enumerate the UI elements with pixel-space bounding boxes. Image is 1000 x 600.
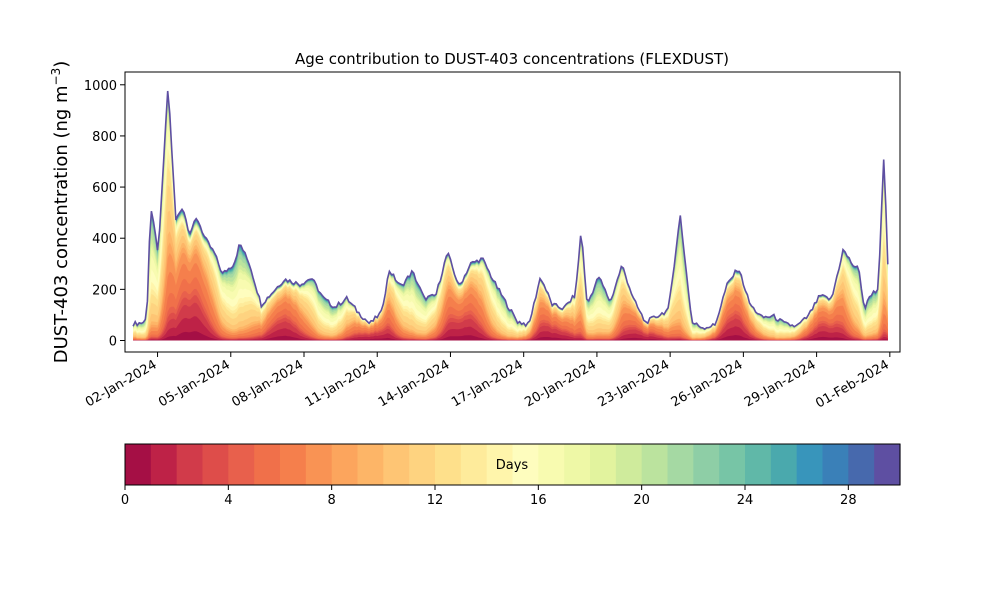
y-axis-label-close: ) [51, 61, 72, 68]
y-tick-label-1000: 1000 [84, 79, 117, 94]
colorbar-bin-3 [202, 444, 229, 485]
colorbar-bin-13 [460, 444, 488, 485]
colorbar-tick-label-4: 4 [224, 493, 232, 508]
y-axis-label: DUST-403 concentration (ng m−3) [49, 61, 72, 364]
colorbar-bin-5 [254, 444, 281, 485]
colorbar-tick-label-12: 12 [427, 493, 444, 508]
y-tick-label-200: 200 [92, 283, 117, 298]
colorbar-bin-22 [693, 444, 720, 485]
total-concentration-line-group [132, 90, 889, 331]
plot-frame [124, 71, 901, 353]
x-tick-label-4: 14-Jan-2024 [376, 357, 453, 410]
stacked-age-areas [133, 91, 888, 341]
y-tick-label-800: 800 [92, 130, 117, 145]
colorbar-tick-label-28: 28 [840, 493, 857, 508]
x-axis-ticks: 02-Jan-202405-Jan-202408-Jan-202411-Jan-… [83, 352, 892, 411]
chart-title: Age contribution to DUST-403 concentrati… [295, 50, 729, 68]
x-tick-label-3: 11-Jan-2024 [303, 357, 380, 410]
x-tick-label-10: 01-Feb-2024 [813, 357, 892, 411]
colorbar-bin-27 [822, 444, 849, 485]
colorbar-bin-4 [228, 444, 255, 485]
y-tick-label-400: 400 [92, 232, 117, 247]
colorbar-tick-label-24: 24 [737, 493, 754, 508]
colorbar-bin-14 [486, 444, 514, 485]
colorbar-bin-20 [641, 444, 669, 485]
x-tick-label-1: 05-Jan-2024 [156, 357, 233, 410]
colorbar-tick-label-20: 20 [633, 493, 650, 508]
colorbar-tick-label-16: 16 [530, 493, 547, 508]
colorbar-tick-label-8: 8 [328, 493, 336, 508]
colorbar-bin-26 [796, 444, 824, 485]
colorbar-bin-29 [874, 444, 901, 485]
colorbar-bin-1 [150, 444, 178, 485]
total-concentration-line [132, 90, 889, 331]
x-tick-label-9: 29-Jan-2024 [742, 357, 819, 410]
colorbar-bin-8 [331, 444, 359, 485]
colorbar-bin-15 [512, 444, 539, 485]
colorbar-bin-16 [538, 444, 565, 485]
colorbar [124, 443, 901, 486]
x-tick-label-6: 20-Jan-2024 [522, 357, 599, 410]
y-axis-label-sup: −3 [49, 68, 63, 86]
y-axis-label-main: DUST-403 concentration (ng m [51, 85, 72, 363]
y-tick-label-0: 0 [109, 334, 117, 349]
y-tick-label-600: 600 [92, 181, 117, 196]
colorbar-label: Days [496, 458, 529, 473]
colorbar-bin-12 [435, 444, 462, 485]
colorbar-bin-21 [667, 444, 694, 485]
colorbar-frame [124, 443, 901, 486]
x-tick-label-8: 26-Jan-2024 [669, 357, 746, 410]
colorbar-bin-0 [125, 444, 152, 485]
colorbar-ticks: 0 4 8 12 16 20 24 28 [121, 485, 857, 508]
colorbar-bin-25 [770, 444, 798, 485]
x-tick-label-7: 23-Jan-2024 [596, 357, 673, 410]
y-axis-ticks: 0 200 400 600 800 1000 [84, 79, 125, 349]
colorbar-bin-19 [615, 444, 643, 485]
colorbar-bin-10 [383, 444, 410, 485]
x-tick-label-2: 08-Jan-2024 [229, 357, 306, 410]
colorbar-bin-11 [409, 444, 436, 485]
colorbar-bin-2 [176, 444, 204, 485]
colorbar-bin-23 [719, 444, 746, 485]
area-layer-day-0 [133, 331, 888, 341]
colorbar-bin-18 [590, 444, 617, 485]
colorbar-bin-28 [848, 444, 875, 485]
colorbar-bin-6 [280, 444, 307, 485]
colorbar-tick-label-0: 0 [121, 493, 129, 508]
colorbar-bin-17 [564, 444, 591, 485]
x-tick-label-5: 17-Jan-2024 [449, 357, 526, 410]
colorbar-bin-7 [305, 444, 333, 485]
colorbar-bin-24 [745, 444, 772, 485]
x-tick-label-0: 02-Jan-2024 [83, 357, 160, 410]
colorbar-bin-9 [357, 444, 384, 485]
